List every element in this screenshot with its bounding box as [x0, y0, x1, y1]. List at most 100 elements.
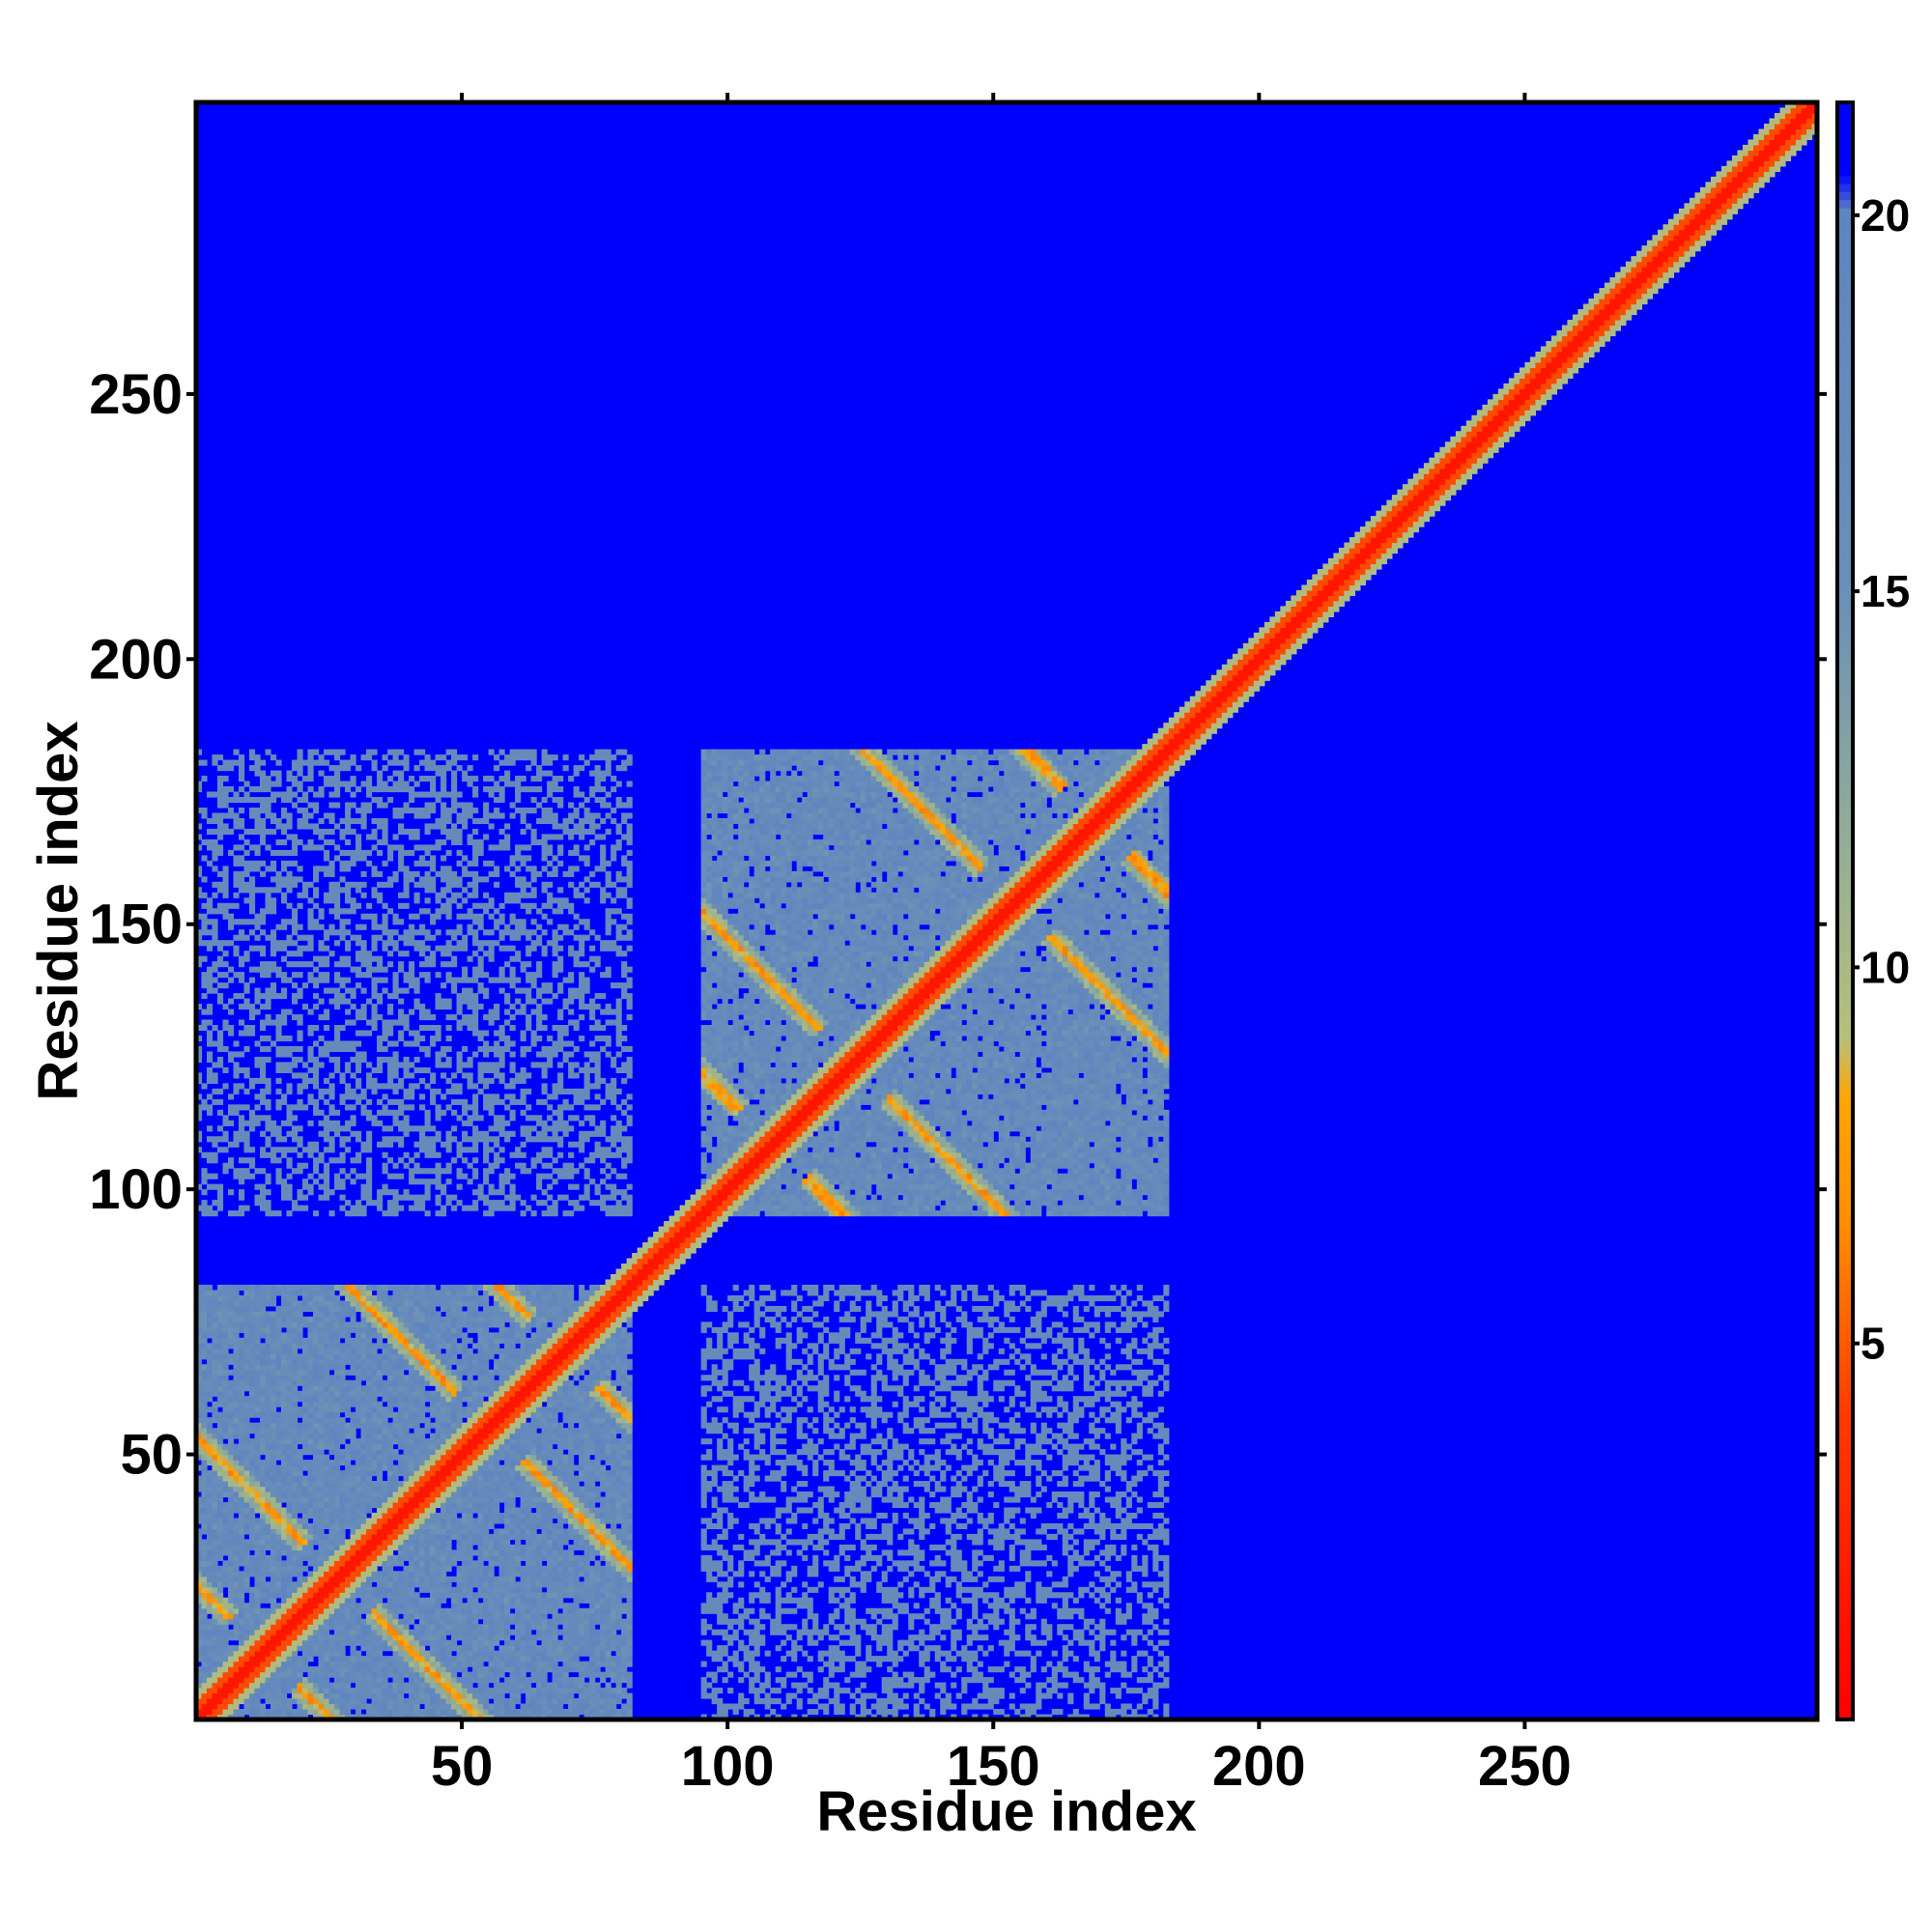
heatmap-cell	[254, 1518, 261, 1524]
heatmap-cell	[382, 1019, 388, 1026]
heatmap-cell	[297, 1189, 303, 1196]
heatmap-cell	[207, 1422, 213, 1429]
heatmap-cell	[307, 1337, 314, 1344]
heatmap-cell	[297, 1396, 303, 1403]
heatmap-cell	[392, 1205, 399, 1211]
heatmap-cell	[239, 1401, 245, 1407]
heatmap-cell	[371, 1433, 378, 1439]
heatmap-cell	[228, 1501, 235, 1509]
heatmap-cell	[260, 1316, 267, 1322]
heatmap-cell	[281, 1443, 288, 1450]
heatmap-cell	[360, 817, 367, 825]
heatmap-cell	[281, 1379, 288, 1386]
heatmap-cell	[270, 897, 277, 904]
heatmap-cell	[297, 1522, 303, 1530]
heatmap-cell	[302, 1290, 309, 1296]
heatmap-cell	[387, 1688, 394, 1694]
heatmap-cell	[307, 1639, 314, 1646]
heatmap-cell	[382, 1290, 388, 1296]
heatmap-cell	[307, 765, 314, 772]
heatmap-cell	[307, 1056, 314, 1064]
heatmap-cell	[371, 982, 378, 989]
heatmap-cell	[302, 1666, 309, 1673]
heatmap-cell	[265, 797, 271, 804]
heatmap-cell	[345, 1470, 352, 1477]
heatmap-cell	[201, 1618, 208, 1625]
heatmap-cell	[403, 1496, 410, 1503]
heatmap-cell	[249, 1348, 256, 1354]
heatmap-cell	[371, 1661, 378, 1667]
heatmap-cell	[355, 1470, 362, 1477]
heatmap-cell	[207, 1634, 213, 1641]
heatmap-cell	[281, 797, 288, 804]
heatmap-cell	[307, 1507, 314, 1514]
heatmap-cell	[281, 1703, 288, 1710]
heatmap-cell	[328, 1401, 335, 1407]
heatmap-cell	[233, 1576, 240, 1582]
heatmap-cell	[265, 1045, 271, 1053]
heatmap-cell	[243, 1443, 250, 1450]
heatmap-cell	[243, 1326, 250, 1333]
heatmap-cell	[260, 1332, 267, 1339]
heatmap-cell	[382, 1501, 388, 1509]
heatmap-cell	[292, 1682, 298, 1689]
heatmap-cell	[292, 1650, 298, 1657]
heatmap-cell	[409, 1411, 415, 1418]
heatmap-cell	[382, 1305, 388, 1312]
heatmap-cell	[324, 1088, 330, 1094]
heatmap-cell	[228, 1162, 235, 1169]
heatmap-cell	[249, 1470, 256, 1477]
heatmap-cell	[212, 1406, 218, 1413]
heatmap-cell	[334, 1692, 341, 1699]
heatmap-cell	[239, 1592, 245, 1599]
heatmap-cell	[328, 1639, 335, 1646]
heatmap-cell	[387, 759, 394, 766]
heatmap-cell	[413, 1411, 420, 1418]
heatmap-cell	[207, 1449, 213, 1456]
heatmap-cell	[260, 1311, 267, 1318]
heatmap-cell	[297, 1460, 303, 1466]
heatmap-cell	[324, 1422, 330, 1429]
heatmap-cell	[334, 1375, 341, 1381]
heatmap-cell	[222, 1066, 229, 1073]
heatmap-cell	[265, 1554, 271, 1561]
heatmap-cell	[270, 1650, 277, 1657]
heatmap-cell	[292, 1401, 298, 1407]
heatmap-cell	[350, 1692, 356, 1699]
heatmap-cell	[350, 1433, 356, 1439]
heatmap-cell	[345, 1692, 352, 1699]
heatmap-cell	[281, 1475, 288, 1482]
heatmap-cell	[392, 940, 399, 947]
heatmap-cell	[360, 1454, 367, 1461]
heatmap-cell	[313, 1709, 320, 1716]
heatmap-cell	[355, 1321, 362, 1328]
heatmap-cell	[254, 786, 261, 793]
heatmap-cell	[207, 1518, 213, 1524]
heatmap-cell	[249, 1634, 256, 1641]
heatmap-cell	[403, 987, 410, 994]
heatmap-cell	[212, 1369, 218, 1376]
heatmap-cell	[366, 754, 373, 761]
heatmap-cell	[328, 887, 335, 894]
heatmap-cell	[297, 1098, 303, 1105]
heatmap-cell	[270, 1460, 277, 1466]
heatmap-cell	[239, 1554, 245, 1561]
heatmap-cell	[243, 1528, 250, 1535]
heatmap-cell	[243, 1428, 250, 1435]
heatmap-cell	[254, 1581, 261, 1588]
heatmap-cell	[318, 1369, 325, 1376]
heatmap-cell	[239, 1464, 245, 1471]
heatmap-cell	[409, 876, 415, 883]
heatmap-cell	[382, 1581, 388, 1588]
heatmap-cell	[275, 1603, 282, 1609]
heatmap-cell	[265, 1449, 271, 1456]
heatmap-cell	[201, 1151, 208, 1158]
heatmap-cell	[371, 1650, 378, 1657]
heatmap-cell	[377, 1326, 384, 1333]
heatmap-cell	[377, 786, 384, 793]
heatmap-cell	[392, 1417, 399, 1424]
heatmap-cell	[207, 1560, 213, 1567]
heatmap-cell	[313, 1104, 320, 1111]
heatmap-cell	[366, 1629, 373, 1635]
heatmap-cell	[222, 1428, 229, 1435]
